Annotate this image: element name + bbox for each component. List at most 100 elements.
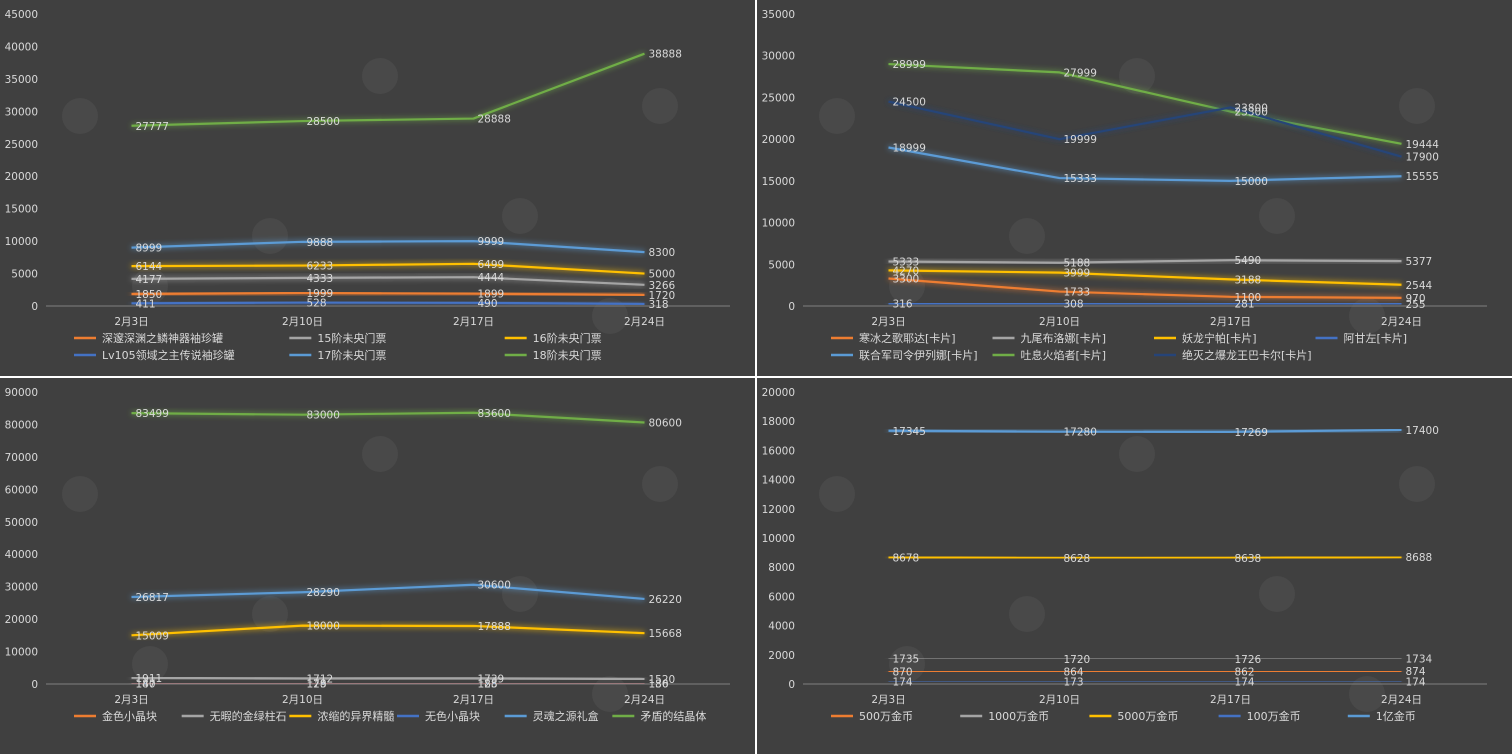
data-label: 3999: [1064, 268, 1091, 280]
watermark-glyph: [1009, 596, 1045, 632]
series-line: [888, 259, 1402, 264]
data-label: 15668: [649, 628, 682, 640]
data-label: 5377: [1406, 256, 1433, 268]
data-label: 188: [478, 678, 498, 690]
watermark: [819, 436, 1435, 712]
watermark-glyph: [1399, 88, 1435, 124]
x-tick-label: 2月17日: [1210, 316, 1251, 328]
data-label: 83499: [136, 408, 169, 420]
data-label: 1520: [649, 674, 676, 686]
y-tick-label: 30000: [5, 582, 38, 594]
legend-label: 吐息火焰者[卡片]: [1021, 348, 1107, 362]
y-tick-label: 20000: [5, 614, 38, 626]
series-line: [131, 676, 645, 681]
data-label: 8999: [136, 243, 163, 255]
x-tick-label: 2月24日: [624, 316, 665, 328]
data-label: 8678: [893, 552, 920, 564]
y-tick-label: 35000: [762, 9, 795, 21]
data-label: 15333: [1064, 173, 1097, 185]
data-label: 173: [1064, 676, 1084, 688]
x-tick-label: 2月3日: [114, 694, 148, 706]
data-label: 1735: [893, 654, 920, 666]
legend-label: 绝灭之爆龙王巴卡尔[卡片]: [1182, 348, 1312, 362]
chart-panel-bottom-left: 0 10000 20000 30000 40000 50000 60000 70000 8000…: [0, 378, 755, 754]
watermark: [62, 58, 678, 334]
x-tick-label: 2月17日: [453, 694, 494, 706]
data-label: 8300: [649, 247, 676, 259]
data-label: 3266: [649, 280, 676, 292]
y-tick-label: 10000: [762, 533, 795, 545]
data-label: 870: [893, 666, 913, 678]
watermark-glyph: [362, 436, 398, 472]
watermark-glyph: [1349, 298, 1385, 334]
watermark-glyph: [1009, 218, 1045, 254]
data-label: 1726: [1235, 654, 1262, 666]
legend-label: 16阶未央门票: [533, 331, 602, 345]
data-label: 18000: [307, 621, 340, 633]
watermark-glyph: [502, 576, 538, 612]
data-label: 24500: [893, 97, 926, 109]
watermark-glyph: [592, 298, 628, 334]
y-tick-label: 25000: [5, 139, 38, 151]
y-tick-label: 8000: [768, 562, 795, 574]
y-tick-label: 25000: [762, 92, 795, 104]
watermark-glyph: [1259, 198, 1295, 234]
data-label: 9888: [307, 237, 334, 249]
data-label: 5000: [649, 269, 676, 281]
legend: 500万金币 1000万金币 5000万金币 100万金币 1亿金币: [831, 709, 1416, 723]
legend-label: 15阶未央门票: [317, 331, 386, 345]
watermark-glyph: [132, 646, 168, 682]
y-tick-label: 40000: [5, 41, 38, 53]
series-line: [888, 269, 1402, 286]
data-label: 174: [1235, 676, 1255, 688]
y-tick-label: 40000: [5, 549, 38, 561]
y-tick-label: 20000: [5, 171, 38, 183]
legend: 金色小晶块 无暇的金绿柱石 浓缩的异界精髓 无色小晶块 灵魂之源礼盒 矛盾的结晶体: [74, 709, 706, 723]
y-tick-label: 15000: [5, 204, 38, 216]
y-tick-label: 10000: [5, 236, 38, 248]
watermark-glyph: [62, 98, 98, 134]
data-label: 1720: [649, 290, 676, 302]
y-tick-label: 0: [31, 301, 38, 313]
data-label: 80600: [649, 417, 682, 429]
legend-label: 深邃深渊之鳞神器袖珍罐: [102, 331, 223, 345]
data-label: 8638: [1235, 553, 1262, 565]
legend-label: 浓缩的异界精髓: [317, 709, 394, 723]
data-label: 129: [307, 679, 327, 691]
chart-panel-top-left: 0 5000 10000 15000 20000 25000 30000 35000 40000…: [0, 0, 755, 376]
data-label: 862: [1235, 666, 1255, 678]
watermark-glyph: [819, 476, 855, 512]
data-label: 1720: [1064, 654, 1091, 666]
series-line: [131, 52, 645, 127]
data-label: 38888: [649, 49, 682, 61]
legend-label: 17阶未央门票: [317, 348, 386, 362]
legend-label: 金色小晶块: [102, 709, 157, 723]
x-tick-label: 2月3日: [114, 316, 148, 328]
y-tick-label: 15000: [762, 176, 795, 188]
legend-label: 灵魂之源礼盒: [533, 709, 599, 723]
y-tick-label: 10000: [762, 218, 795, 230]
x-tick-label: 2月10日: [282, 694, 323, 706]
watermark-glyph: [819, 98, 855, 134]
x-tick-label: 2月17日: [1210, 694, 1251, 706]
chart-panel-bottom-right: 0 2000 4000 6000 8000 10000 12000 14000 16000 180…: [757, 378, 1512, 754]
data-label: 1100: [1235, 292, 1262, 304]
legend-label: 500万金币: [859, 709, 913, 723]
legend-label: 九尾布洛娜[卡片]: [1021, 331, 1107, 345]
legend-label: Lv105领域之主传说袖珍罐: [102, 348, 235, 362]
series-group: [131, 52, 645, 306]
chart-svg-1: 0 5000 10000 15000 20000 25000 30000 35000 40000…: [5, 9, 730, 362]
data-label: 26220: [649, 594, 682, 606]
y-tick-label: 16000: [762, 445, 795, 457]
data-label: 83600: [478, 408, 511, 420]
data-label: 316: [893, 298, 913, 310]
data-label: 1899: [478, 289, 505, 301]
x-axis: 2月3日 2月10日 2月17日 2月24日: [871, 316, 1422, 328]
y-tick-label: 90000: [5, 387, 38, 399]
data-label: 23300: [1235, 107, 1268, 119]
y-tick-label: 5000: [768, 259, 795, 271]
watermark-glyph: [1259, 576, 1295, 612]
y-tick-label: 18000: [762, 416, 795, 428]
